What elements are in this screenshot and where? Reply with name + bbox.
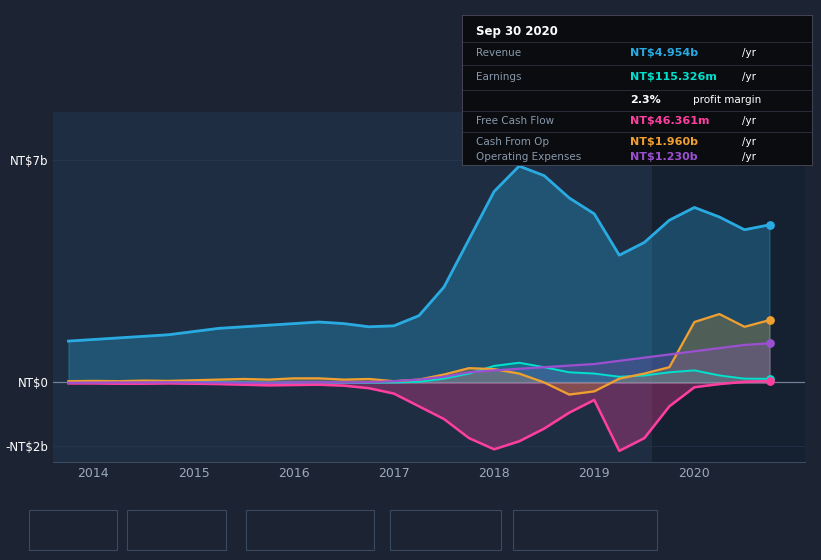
Bar — [653, 112, 814, 462]
Text: Free Cash Flow: Free Cash Flow — [476, 116, 554, 127]
Text: Cash From Op: Cash From Op — [415, 525, 493, 535]
Text: profit margin: profit margin — [693, 95, 761, 105]
Text: NT$1.230b: NT$1.230b — [630, 152, 698, 162]
Text: NT$4.954b: NT$4.954b — [630, 48, 698, 58]
Text: Free Cash Flow: Free Cash Flow — [271, 525, 355, 535]
Text: /yr: /yr — [742, 72, 756, 82]
Text: /yr: /yr — [742, 152, 756, 162]
Text: Earnings: Earnings — [476, 72, 521, 82]
Text: 2.3%: 2.3% — [630, 95, 661, 105]
Text: NT$115.326m: NT$115.326m — [630, 72, 717, 82]
Text: Revenue: Revenue — [53, 525, 102, 535]
Text: Operating Expenses: Operating Expenses — [476, 152, 581, 162]
Text: Operating Expenses: Operating Expenses — [538, 525, 650, 535]
Point — [763, 220, 776, 229]
Text: Cash From Op: Cash From Op — [476, 137, 549, 147]
Text: Sep 30 2020: Sep 30 2020 — [476, 26, 558, 39]
Text: NT$46.361m: NT$46.361m — [630, 116, 709, 127]
Text: /yr: /yr — [742, 48, 756, 58]
Point — [763, 374, 776, 383]
Text: ●: ● — [256, 525, 266, 535]
Point — [763, 339, 776, 348]
Text: ●: ● — [39, 525, 48, 535]
Text: /yr: /yr — [742, 116, 756, 127]
Text: NT$1.960b: NT$1.960b — [630, 137, 698, 147]
Point — [763, 376, 776, 385]
Text: Revenue: Revenue — [476, 48, 521, 58]
Text: Earnings: Earnings — [152, 525, 200, 535]
Text: ●: ● — [523, 525, 533, 535]
Text: ●: ● — [137, 525, 147, 535]
Point — [763, 316, 776, 325]
Text: ●: ● — [400, 525, 410, 535]
Text: /yr: /yr — [742, 137, 756, 147]
